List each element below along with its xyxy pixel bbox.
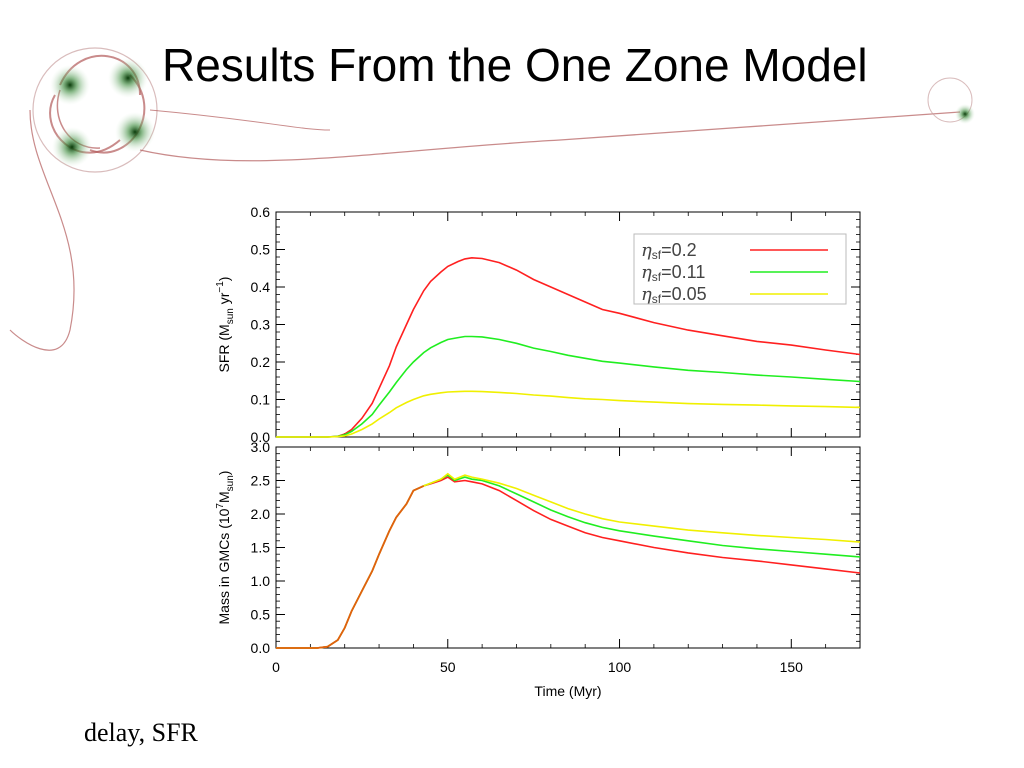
mass-panel-ytick-label: 0.5: [251, 607, 271, 623]
legend-entry-label: ηsf=0.05: [641, 284, 707, 306]
legend-entry-label: ηsf=0.2: [641, 240, 697, 262]
sfr-panel-ytick-label: 0.1: [251, 392, 271, 408]
mass-panel-frame: [275, 446, 861, 649]
mass-panel-series-line-0: [276, 476, 861, 649]
sfr-panel-ytick-label: 0.3: [251, 317, 271, 333]
x-tick-label: 100: [608, 659, 632, 675]
sfr-panel-y-axis-label: SFR (Msun yr−1): [215, 277, 236, 373]
mass-panel-ytick-label: 2.5: [251, 473, 271, 489]
x-tick-label: 0: [272, 659, 280, 675]
mass-panel-ytick-label: 1.5: [251, 540, 271, 556]
slide-title: Results From the One Zone Model: [162, 39, 868, 91]
legend-box: [633, 233, 847, 305]
mass-overlap-line: [276, 485, 425, 649]
x-tick-label: 50: [440, 659, 456, 675]
mass-panel-ytick-label: 0.0: [251, 640, 271, 656]
x-tick-label: 150: [780, 659, 804, 675]
sfr-panel-ytick-label: 0.4: [251, 279, 271, 295]
slide-caption: delay, SFR: [84, 718, 198, 747]
sfr-panel-ytick-label: 0.5: [251, 242, 271, 258]
mass-panel-y-axis-label: Mass in GMCs (107Msun): [215, 471, 236, 625]
sfr-panel-series-line-0: [276, 256, 861, 438]
mass-panel-ytick-label: 3.0: [251, 439, 271, 455]
mass-panel-series-line-1: [276, 474, 861, 649]
sfr-panel-ytick-label: 0.6: [251, 204, 271, 220]
sfr-panel-series-line-1: [276, 335, 861, 438]
sfr-panel-ytick-label: 0.0: [251, 429, 271, 445]
mass-panel-ytick-label: 1.0: [251, 573, 271, 589]
sfr-panel-series-line-2: [276, 390, 861, 438]
mass-panel-ytick-label: 2.0: [251, 506, 271, 522]
sfr-panel-ytick-label: 0.2: [251, 354, 271, 370]
mass-panel-series-line-2: [276, 472, 861, 649]
legend-entry-label: ηsf=0.11: [641, 262, 705, 284]
x-axis-label: Time (Myr): [534, 683, 601, 699]
